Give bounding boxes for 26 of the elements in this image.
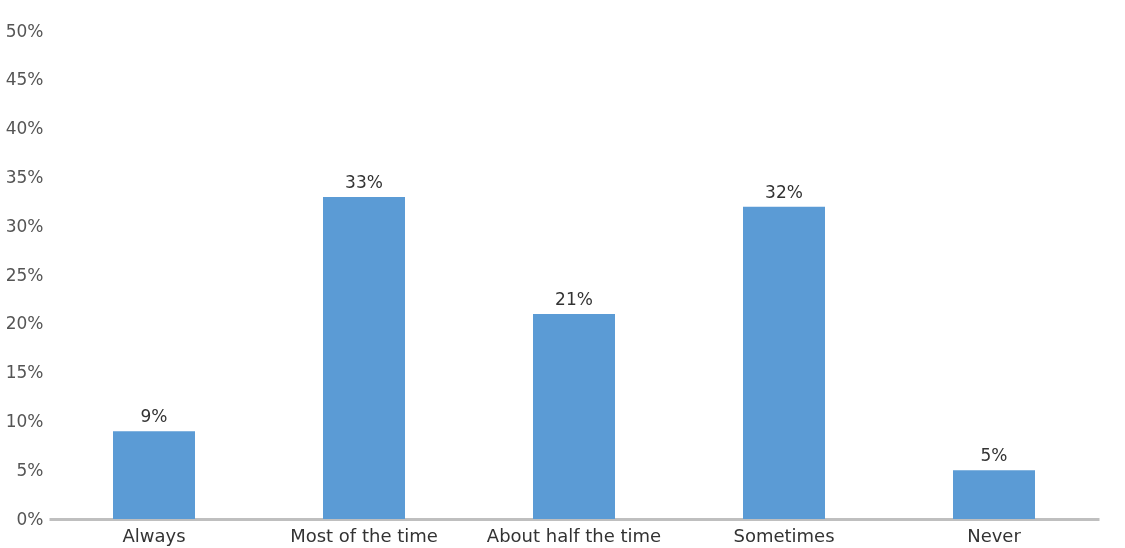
y-tick-label: 15% bbox=[5, 362, 44, 383]
y-tick-label: 5% bbox=[16, 459, 44, 480]
data-label: 21% bbox=[555, 289, 593, 310]
y-tick-label: 40% bbox=[5, 118, 44, 139]
data-label: 9% bbox=[140, 406, 168, 427]
y-tick-label: 0% bbox=[16, 508, 44, 529]
x-tick-label: Never bbox=[967, 524, 1022, 546]
x-tick-label: Most of the time bbox=[290, 524, 438, 546]
y-tick-label: 45% bbox=[5, 69, 44, 90]
y-tick-label: 25% bbox=[5, 264, 44, 285]
data-label: 5% bbox=[980, 445, 1008, 466]
x-tick-label: Sometimes bbox=[733, 524, 835, 546]
bar bbox=[113, 431, 195, 519]
bar bbox=[533, 314, 615, 519]
bar bbox=[323, 196, 405, 519]
y-tick-label: 50% bbox=[5, 20, 44, 41]
bar bbox=[743, 206, 825, 519]
x-tick-label: Always bbox=[122, 524, 186, 546]
y-tick-label: 35% bbox=[5, 166, 44, 187]
bar bbox=[953, 470, 1035, 519]
data-label: 32% bbox=[765, 181, 803, 202]
data-label: 33% bbox=[345, 171, 383, 192]
y-tick-label: 10% bbox=[5, 410, 44, 431]
x-tick-label: About half the time bbox=[486, 524, 662, 546]
y-tick-label: 30% bbox=[5, 215, 44, 236]
y-tick-label: 20% bbox=[5, 313, 44, 334]
